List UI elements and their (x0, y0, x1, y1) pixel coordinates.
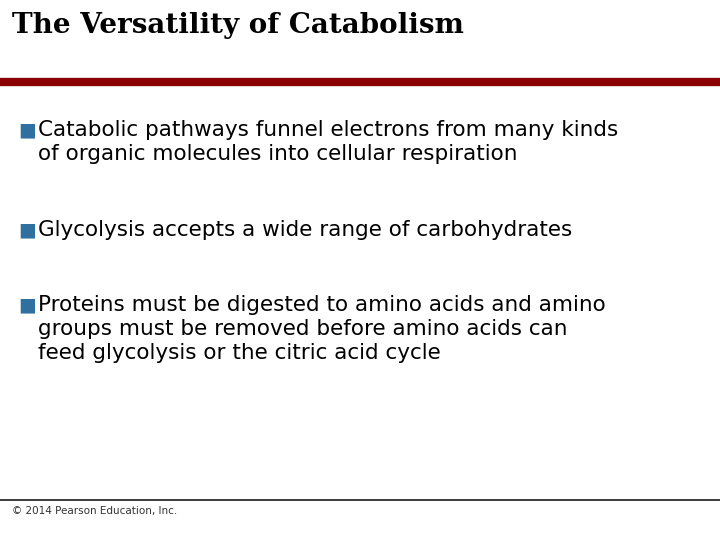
Text: © 2014 Pearson Education, Inc.: © 2014 Pearson Education, Inc. (12, 506, 177, 516)
Text: ■: ■ (18, 220, 36, 239)
Text: ■: ■ (18, 295, 36, 314)
Text: The Versatility of Catabolism: The Versatility of Catabolism (12, 12, 464, 39)
Text: Proteins must be digested to amino acids and amino
groups must be removed before: Proteins must be digested to amino acids… (38, 295, 606, 363)
Text: Catabolic pathways funnel electrons from many kinds
of organic molecules into ce: Catabolic pathways funnel electrons from… (38, 120, 618, 164)
Text: Glycolysis accepts a wide range of carbohydrates: Glycolysis accepts a wide range of carbo… (38, 220, 572, 240)
Text: ■: ■ (18, 120, 36, 139)
